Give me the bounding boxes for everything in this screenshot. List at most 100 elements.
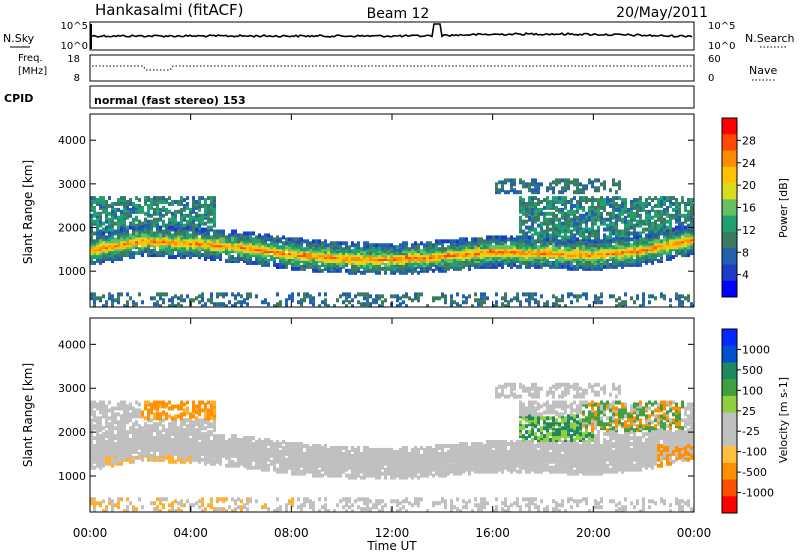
velocity-cell: [135, 408, 138, 413]
power-cell: [204, 227, 207, 232]
power-cell: [477, 298, 480, 303]
power-cell: [237, 292, 240, 297]
power-cell: [630, 243, 633, 248]
power-cell: [471, 253, 474, 258]
power-cell: [549, 264, 552, 269]
power-cell: [603, 227, 606, 232]
power-cell: [552, 200, 555, 205]
power-cell: [576, 298, 579, 303]
power-cell: [399, 302, 402, 307]
power-cell: [612, 178, 615, 183]
power-cell: [552, 233, 555, 238]
power-cell: [375, 270, 378, 275]
noise-right-tick-top: 10^5: [708, 21, 735, 32]
velocity-cell: [174, 459, 177, 464]
power-cell: [117, 296, 120, 301]
power-cell: [567, 235, 570, 240]
power-cell: [324, 292, 327, 297]
power-cell: [393, 266, 396, 271]
velocity-cell: [93, 418, 96, 423]
power-cell: [99, 229, 102, 234]
power-cell: [189, 207, 192, 212]
power-cell: [144, 196, 147, 201]
power-cell: [669, 225, 672, 230]
power-cell: [201, 213, 204, 218]
velocity-cell: [201, 457, 204, 462]
power-cell: [165, 247, 168, 252]
power-cell: [522, 180, 525, 185]
power-cell: [192, 225, 195, 230]
velocity-cell: [129, 426, 132, 431]
power-cell: [561, 249, 564, 254]
velocity-cell: [207, 503, 210, 508]
power-cell: [684, 296, 687, 301]
power-cell: [579, 294, 582, 299]
power-cell: [549, 200, 552, 205]
power-cell: [666, 205, 669, 210]
power-cell: [630, 296, 633, 301]
velocity-cell: [111, 503, 114, 508]
power-cell: [555, 241, 558, 246]
power-cell: [441, 243, 444, 248]
velocity-cell: [132, 505, 135, 510]
power-cell: [561, 196, 564, 201]
power-cell: [519, 264, 522, 269]
power-cell: [288, 258, 291, 263]
power-cell: [525, 201, 528, 206]
velocity-cell: [180, 499, 183, 504]
power-cell: [381, 304, 384, 307]
power-cell: [372, 298, 375, 303]
power-cell: [537, 231, 540, 236]
power-cell: [111, 298, 114, 303]
power-cell: [498, 180, 501, 185]
velocity-cell: [165, 402, 168, 407]
velocity-cell: [186, 418, 189, 423]
power-cell: [630, 203, 633, 208]
velocity-cell: [90, 501, 93, 506]
power-cell: [549, 260, 552, 265]
power-cell: [204, 302, 207, 307]
power-cell: [654, 203, 657, 208]
frequency-trace: [92, 65, 692, 71]
power-cell: [90, 229, 93, 234]
power-cell: [582, 227, 585, 232]
power-cell: [102, 227, 105, 232]
power-cell: [594, 221, 597, 226]
velocity-cell: [114, 503, 117, 508]
power-cell: [552, 196, 555, 201]
power-cell: [570, 223, 573, 228]
power-cell: [600, 205, 603, 210]
velocity-cell: [138, 451, 141, 456]
power-cell: [372, 247, 375, 252]
power-cell: [183, 298, 186, 303]
power-cell: [570, 266, 573, 271]
velocity-cell: [204, 402, 207, 407]
power-cell: [456, 302, 459, 307]
freq-right-tick-bottom: 0: [708, 73, 714, 84]
velocity-cell: [138, 414, 141, 419]
power-cell: [615, 235, 618, 240]
power-cell: [483, 258, 486, 263]
power-cell: [309, 294, 312, 299]
power-cell: [306, 292, 309, 297]
power-cell: [369, 255, 372, 260]
power-cell: [366, 292, 369, 297]
power-cell: [144, 239, 147, 244]
velocity-cell: [138, 402, 141, 407]
power-cell: [267, 262, 270, 267]
power-cell: [549, 227, 552, 232]
power-cell: [171, 211, 174, 216]
power-cell: [366, 241, 369, 246]
velocity-cell: [129, 438, 132, 443]
velocity-cell: [126, 509, 129, 512]
power-cell: [435, 239, 438, 244]
power-cell: [285, 298, 288, 303]
power-cell: [552, 180, 555, 185]
power-cell: [108, 211, 111, 216]
power-cell: [351, 298, 354, 303]
power-cell: [651, 231, 654, 236]
velocity-cell: [174, 432, 177, 437]
power-cell: [345, 245, 348, 250]
power-cell: [522, 203, 525, 208]
power-cell: [222, 229, 225, 234]
